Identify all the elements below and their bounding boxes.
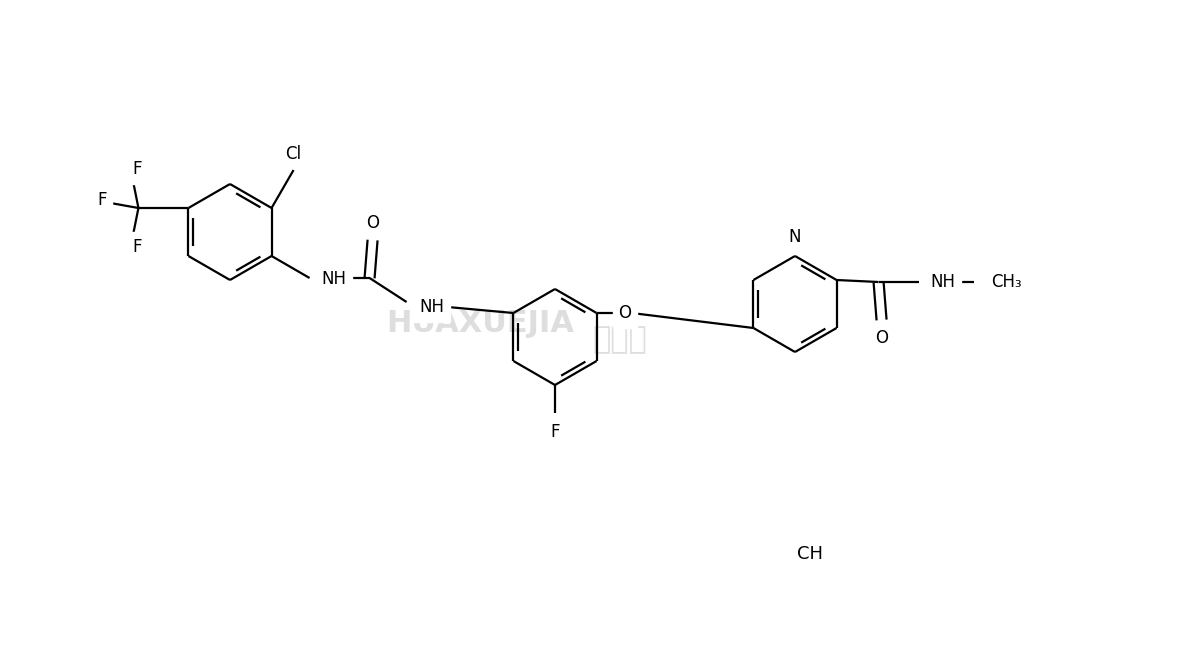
Text: N: N [789, 228, 801, 246]
Text: Cl: Cl [285, 145, 302, 163]
Text: F: F [97, 191, 107, 209]
Text: F: F [550, 423, 560, 441]
Text: CH₃: CH₃ [992, 273, 1023, 291]
Text: CH: CH [797, 545, 823, 563]
Text: NH: NH [321, 270, 347, 288]
Text: F: F [132, 160, 141, 178]
Text: F: F [132, 238, 141, 256]
Text: O: O [617, 304, 631, 322]
Text: 化学加: 化学加 [592, 325, 647, 355]
Text: O: O [366, 214, 379, 232]
Text: HUAXUEJIA: HUAXUEJIA [386, 310, 574, 338]
Text: NH: NH [420, 298, 445, 316]
Text: NH: NH [930, 273, 956, 291]
Text: O: O [875, 329, 888, 347]
